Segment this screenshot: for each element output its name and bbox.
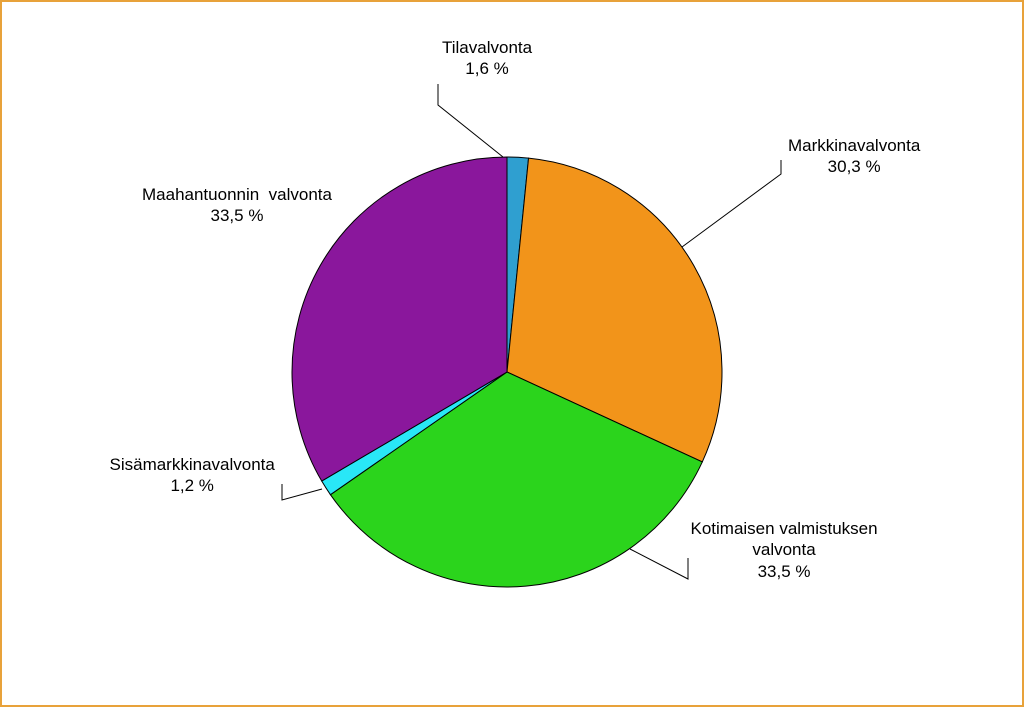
label-line: Kotimaisen valmistuksen bbox=[691, 519, 878, 538]
pie-chart-svg bbox=[2, 2, 1024, 709]
leader-tilavalvonta bbox=[438, 84, 503, 157]
label-maahantuonnin: Maahantuonnin valvonta 33,5 % bbox=[142, 184, 332, 227]
label-line: Maahantuonnin valvonta bbox=[142, 185, 332, 204]
chart-frame: Tilavalvonta 1,6 % Markkinavalvonta 30,3 … bbox=[0, 0, 1024, 707]
label-line: 30,3 % bbox=[828, 157, 881, 176]
label-line: 1,6 % bbox=[465, 59, 508, 78]
label-line: valvonta bbox=[752, 540, 815, 559]
label-sisamarkkinavalvonta: Sisämarkkinavalvonta 1,2 % bbox=[110, 454, 275, 497]
leader-markkinavalvonta bbox=[682, 160, 781, 247]
leader-sisamarkkinavalvonta bbox=[282, 484, 322, 500]
label-line: Tilavalvonta bbox=[442, 38, 532, 57]
label-kotimaisen: Kotimaisen valmistuksen valvonta 33,5 % bbox=[691, 518, 878, 582]
label-tilavalvonta: Tilavalvonta 1,6 % bbox=[442, 37, 532, 80]
leader-kotimaisen bbox=[630, 549, 688, 579]
label-line: 33,5 % bbox=[758, 562, 811, 581]
label-line: 1,2 % bbox=[170, 476, 213, 495]
label-line: Sisämarkkinavalvonta bbox=[110, 455, 275, 474]
label-line: Markkinavalvonta bbox=[788, 136, 920, 155]
label-line: 33,5 % bbox=[211, 206, 264, 225]
label-markkinavalvonta: Markkinavalvonta 30,3 % bbox=[788, 135, 920, 178]
